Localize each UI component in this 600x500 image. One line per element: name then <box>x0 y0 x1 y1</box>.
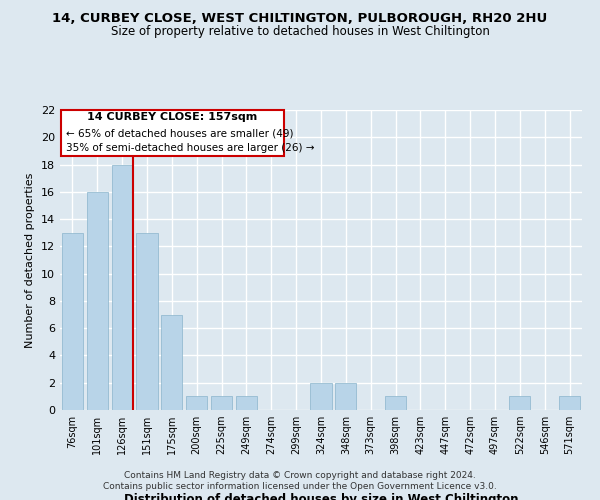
Text: Size of property relative to detached houses in West Chiltington: Size of property relative to detached ho… <box>110 25 490 38</box>
Bar <box>186 396 207 410</box>
Text: 14, CURBEY CLOSE, WEST CHILTINGTON, PULBOROUGH, RH20 2HU: 14, CURBEY CLOSE, WEST CHILTINGTON, PULB… <box>52 12 548 26</box>
Bar <box>112 164 133 410</box>
Bar <box>236 396 257 410</box>
Bar <box>87 192 108 410</box>
Bar <box>161 314 182 410</box>
Text: Contains HM Land Registry data © Crown copyright and database right 2024.: Contains HM Land Registry data © Crown c… <box>124 471 476 480</box>
Bar <box>559 396 580 410</box>
Bar <box>335 382 356 410</box>
Bar <box>310 382 332 410</box>
Text: 14 CURBEY CLOSE: 157sqm: 14 CURBEY CLOSE: 157sqm <box>88 112 257 122</box>
Bar <box>62 232 83 410</box>
Bar <box>385 396 406 410</box>
Bar <box>136 232 158 410</box>
Text: Contains public sector information licensed under the Open Government Licence v3: Contains public sector information licen… <box>103 482 497 491</box>
Y-axis label: Number of detached properties: Number of detached properties <box>25 172 35 348</box>
Bar <box>509 396 530 410</box>
X-axis label: Distribution of detached houses by size in West Chiltington: Distribution of detached houses by size … <box>124 493 518 500</box>
Text: ← 65% of detached houses are smaller (49): ← 65% of detached houses are smaller (49… <box>67 128 294 138</box>
FancyBboxPatch shape <box>61 110 284 156</box>
Bar <box>211 396 232 410</box>
Text: 35% of semi-detached houses are larger (26) →: 35% of semi-detached houses are larger (… <box>67 144 315 154</box>
